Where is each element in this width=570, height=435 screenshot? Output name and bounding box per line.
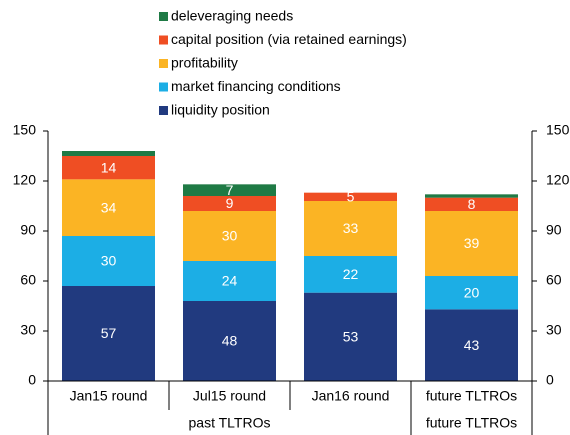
y-tick-label: 150 <box>13 122 37 138</box>
y2-tick-label: 30 <box>546 322 562 338</box>
value-label: 14 <box>101 159 117 175</box>
bar-segment <box>425 309 518 381</box>
bar-segment <box>304 201 397 256</box>
y2-tick-label: 120 <box>546 172 570 188</box>
bar-segment <box>183 261 276 301</box>
bar-segment <box>62 236 155 286</box>
bar-segment <box>62 151 155 156</box>
legend-label: capital position (via retained earnings) <box>171 31 407 47</box>
value-label: 7 <box>226 182 234 198</box>
value-label: 33 <box>343 220 359 236</box>
value-label: 34 <box>101 199 117 215</box>
legend-swatch <box>159 35 168 45</box>
bar-segment <box>425 194 518 198</box>
x-tick-label: Jan16 round <box>312 388 390 404</box>
bar-segment <box>183 301 276 381</box>
bar-segment <box>183 196 276 211</box>
x-tick-label: future TLTROs <box>426 388 517 404</box>
value-label: 39 <box>464 235 480 251</box>
legend-swatch <box>159 106 168 115</box>
value-label: 43 <box>464 337 480 353</box>
bar-segment <box>425 197 518 211</box>
bar-segment <box>425 276 518 310</box>
y2-tick-label: 150 <box>546 122 570 138</box>
legend-label: liquidity position <box>171 102 270 118</box>
bar-segment <box>183 211 276 261</box>
legend-swatch <box>159 82 168 92</box>
value-label: 30 <box>101 253 117 269</box>
y-tick-label: 120 <box>13 172 37 188</box>
bar-segment <box>62 156 155 180</box>
bar-segment <box>183 184 276 196</box>
y2-tick-label: 90 <box>546 222 562 238</box>
value-label: 24 <box>222 273 238 289</box>
legend-swatch <box>159 12 168 21</box>
value-label: 22 <box>343 266 359 282</box>
y-tick-label: 0 <box>28 372 36 388</box>
bar-segment <box>304 192 397 201</box>
legend-label: profitability <box>171 55 238 71</box>
y-tick-label: 60 <box>20 272 36 288</box>
value-label: 30 <box>222 228 238 244</box>
y-tick-label: 30 <box>20 322 36 338</box>
legend-swatch <box>159 59 168 68</box>
value-label: 8 <box>468 196 476 212</box>
value-label: 53 <box>343 329 359 345</box>
group-label: future TLTROs <box>426 415 517 431</box>
x-tick-label: Jan15 round <box>70 388 148 404</box>
bar-segment <box>304 292 397 381</box>
y-tick-label: 90 <box>20 222 36 238</box>
bar-segment <box>62 179 155 236</box>
value-label: 57 <box>101 325 117 341</box>
bar-segment <box>62 286 155 381</box>
x-tick-label: Jul15 round <box>193 388 266 404</box>
value-label: 20 <box>464 284 480 300</box>
group-label: past TLTROs <box>189 415 271 431</box>
legend-label: market financing conditions <box>171 78 341 94</box>
value-label: 5 <box>347 189 355 205</box>
bar-segment <box>425 211 518 276</box>
y2-tick-label: 60 <box>546 272 562 288</box>
y2-tick-label: 0 <box>546 372 554 388</box>
value-label: 9 <box>226 195 234 211</box>
bar-segment <box>304 256 397 293</box>
legend-label: deleveraging needs <box>171 8 293 24</box>
value-label: 48 <box>222 333 238 349</box>
